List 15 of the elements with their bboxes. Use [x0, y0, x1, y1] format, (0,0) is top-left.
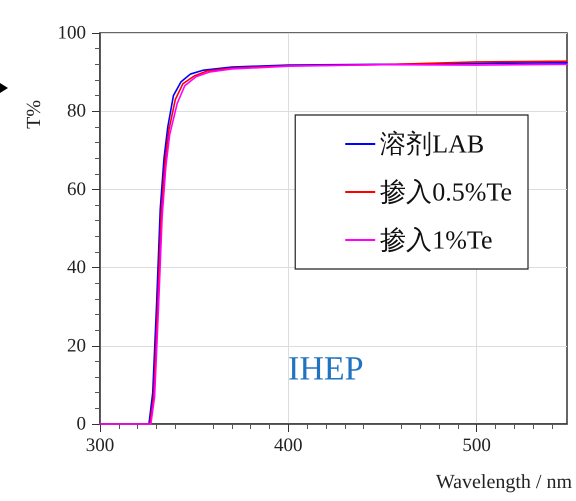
x-tick-label: 300: [86, 435, 114, 456]
x-axis-title: Wavelength / nm: [436, 471, 572, 493]
y-tick-label: 0: [76, 414, 86, 434]
legend-label: 溶剂LAB: [380, 130, 484, 158]
y-tick-label: 100: [58, 22, 86, 44]
legend-label: 掺入0.5%Te: [380, 178, 512, 206]
annotation: IHEP: [288, 350, 364, 388]
x-tick-label: 400: [274, 435, 303, 456]
y-tick-label: 80: [67, 100, 86, 122]
x-tick-label: 500: [462, 435, 491, 456]
y-tick-label: 60: [67, 178, 86, 200]
y-tick-label: 20: [67, 335, 86, 356]
y-axis-title: T%: [23, 100, 45, 129]
y-tick-label: 40: [67, 257, 86, 278]
legend-label: 掺入1%Te: [380, 226, 492, 254]
